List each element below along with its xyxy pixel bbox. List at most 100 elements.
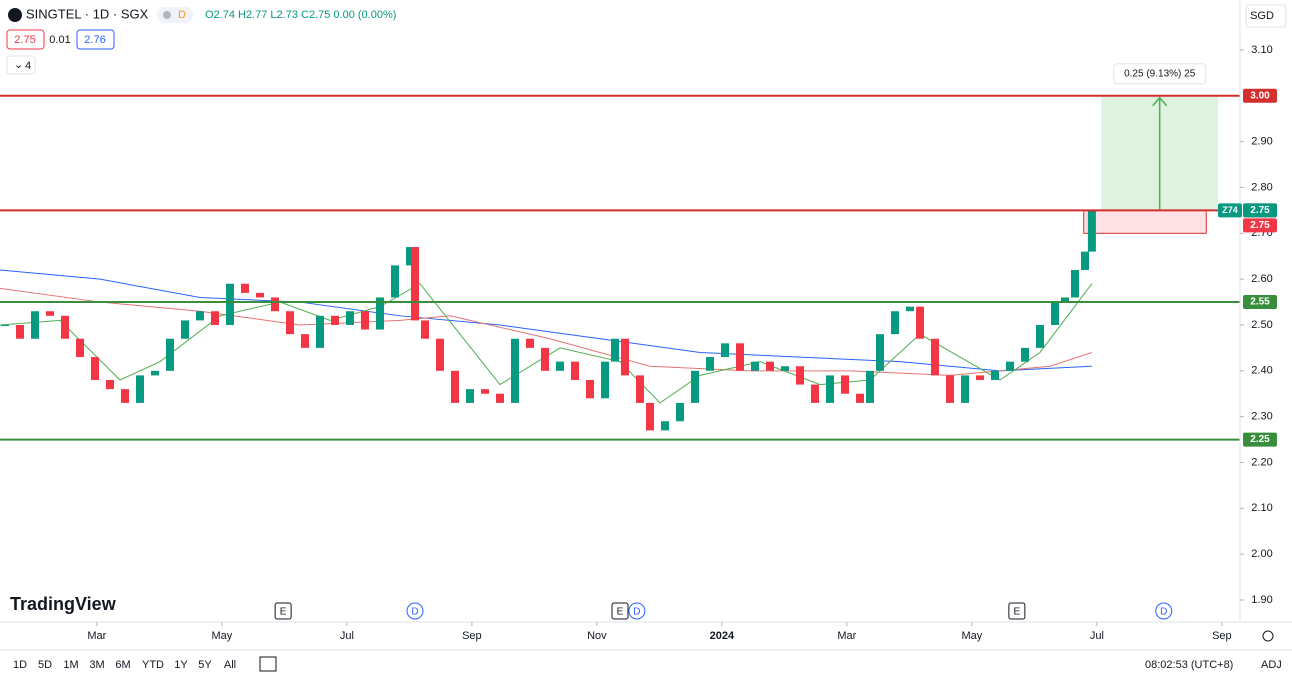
candle [611, 338, 619, 362]
candle [451, 370, 459, 403]
range-button[interactable]: All [224, 659, 236, 671]
candle [496, 393, 504, 403]
candle [796, 366, 804, 385]
stop-price: 2.75 [1250, 220, 1270, 231]
sell-price[interactable]: 2.75 [14, 34, 35, 46]
y-tick-label: 2.60 [1251, 273, 1272, 285]
candle [1036, 324, 1044, 348]
event-marker[interactable] [628, 602, 646, 620]
event-label[interactable]: D [633, 607, 640, 618]
candle [376, 297, 384, 330]
indicators-toggle[interactable] [6, 55, 36, 75]
candle [676, 402, 684, 422]
range-button[interactable]: 5Y [198, 659, 212, 671]
candle [391, 265, 399, 298]
x-tick-label: Sep [1212, 630, 1232, 642]
candle [1087, 210, 1096, 252]
candle [541, 347, 549, 371]
tag-badge [1218, 203, 1242, 218]
event-marker[interactable] [1155, 602, 1173, 620]
y-tick-label: 2.30 [1251, 411, 1272, 423]
event-marker[interactable] [1008, 602, 1026, 620]
level-badge [1243, 295, 1277, 310]
candle [811, 384, 819, 403]
candle [636, 375, 644, 403]
candle [421, 320, 429, 339]
currency-button[interactable] [1245, 4, 1287, 28]
event-label[interactable]: D [411, 607, 418, 618]
y-tick-label: 2.10 [1251, 502, 1272, 514]
candle [946, 375, 954, 403]
candle [241, 283, 249, 293]
candle [331, 315, 339, 325]
candle [166, 338, 174, 371]
range-button[interactable]: YTD [142, 659, 164, 671]
range-button[interactable]: 3M [89, 659, 104, 671]
candle [361, 311, 369, 330]
moving-average [0, 287, 1093, 376]
event-label[interactable]: E [617, 607, 624, 618]
date-range-icon[interactable] [259, 656, 277, 672]
adj[interactable]: ADJ [1261, 659, 1282, 671]
settings-icon[interactable] [1262, 630, 1274, 642]
candle [736, 343, 744, 371]
buy-button[interactable] [76, 29, 115, 50]
ohlc: O2.74 H2.77 L2.73 C2.75 0.00 (0.00%) [205, 9, 396, 21]
candle [706, 357, 714, 371]
candle [511, 338, 519, 403]
symbol[interactable]: SINGTEL · 1D · SGX [26, 6, 149, 21]
candle [466, 389, 474, 403]
event-label[interactable]: D [1160, 607, 1167, 618]
badge: D [178, 9, 186, 21]
buy-price[interactable]: 2.76 [84, 34, 105, 46]
candle [766, 361, 774, 371]
y-tick-label: 2.00 [1251, 548, 1272, 560]
candle [406, 247, 414, 266]
range-button[interactable]: 5D [38, 659, 52, 671]
event-marker[interactable] [611, 602, 629, 620]
level-badge [1243, 88, 1277, 103]
candle [1, 324, 9, 326]
y-tick-label: 1.90 [1251, 594, 1272, 606]
event-marker[interactable] [274, 602, 292, 620]
y-tick-label: 2.90 [1251, 136, 1272, 148]
x-tick-label: Mar [837, 630, 856, 642]
stop-zone [1083, 209, 1207, 234]
sell-button[interactable] [6, 29, 45, 50]
x-tick-label: Mar [87, 630, 106, 642]
candle [121, 389, 129, 403]
event-marker[interactable] [406, 602, 424, 620]
range-button[interactable]: 1Y [174, 659, 188, 671]
range-button[interactable]: 1M [63, 659, 78, 671]
range-button[interactable]: 6M [115, 659, 130, 671]
chevron: ⌄ [14, 59, 23, 71]
candle [691, 370, 699, 403]
event-label[interactable]: E [280, 607, 287, 618]
candle [751, 361, 759, 371]
level-label: 3.00 [1250, 90, 1270, 101]
candle [601, 361, 609, 399]
candle [1021, 347, 1029, 362]
range-button[interactable]: 1D [13, 659, 27, 671]
event-label[interactable]: E [1014, 607, 1021, 618]
candle [16, 324, 24, 339]
candle [346, 311, 354, 325]
candle [931, 338, 939, 376]
indicator-count[interactable]: 4 [25, 60, 31, 72]
candle [906, 306, 914, 312]
badge-bg [157, 7, 193, 23]
measure-label: 0.25 (9.13%) 25 [1124, 68, 1196, 79]
candle [891, 311, 899, 335]
y-tick-label: 3.10 [1251, 44, 1272, 56]
logo-icon [8, 8, 22, 22]
level-label: 2.55 [1250, 297, 1270, 308]
candle [976, 375, 984, 380]
price-tag: Z74 [1222, 205, 1238, 215]
candle [411, 247, 419, 321]
stop-badge [1243, 218, 1277, 233]
currency[interactable]: SGD [1250, 10, 1274, 22]
x-tick-label: May [961, 630, 982, 642]
candle [301, 334, 309, 348]
candle [436, 338, 444, 371]
